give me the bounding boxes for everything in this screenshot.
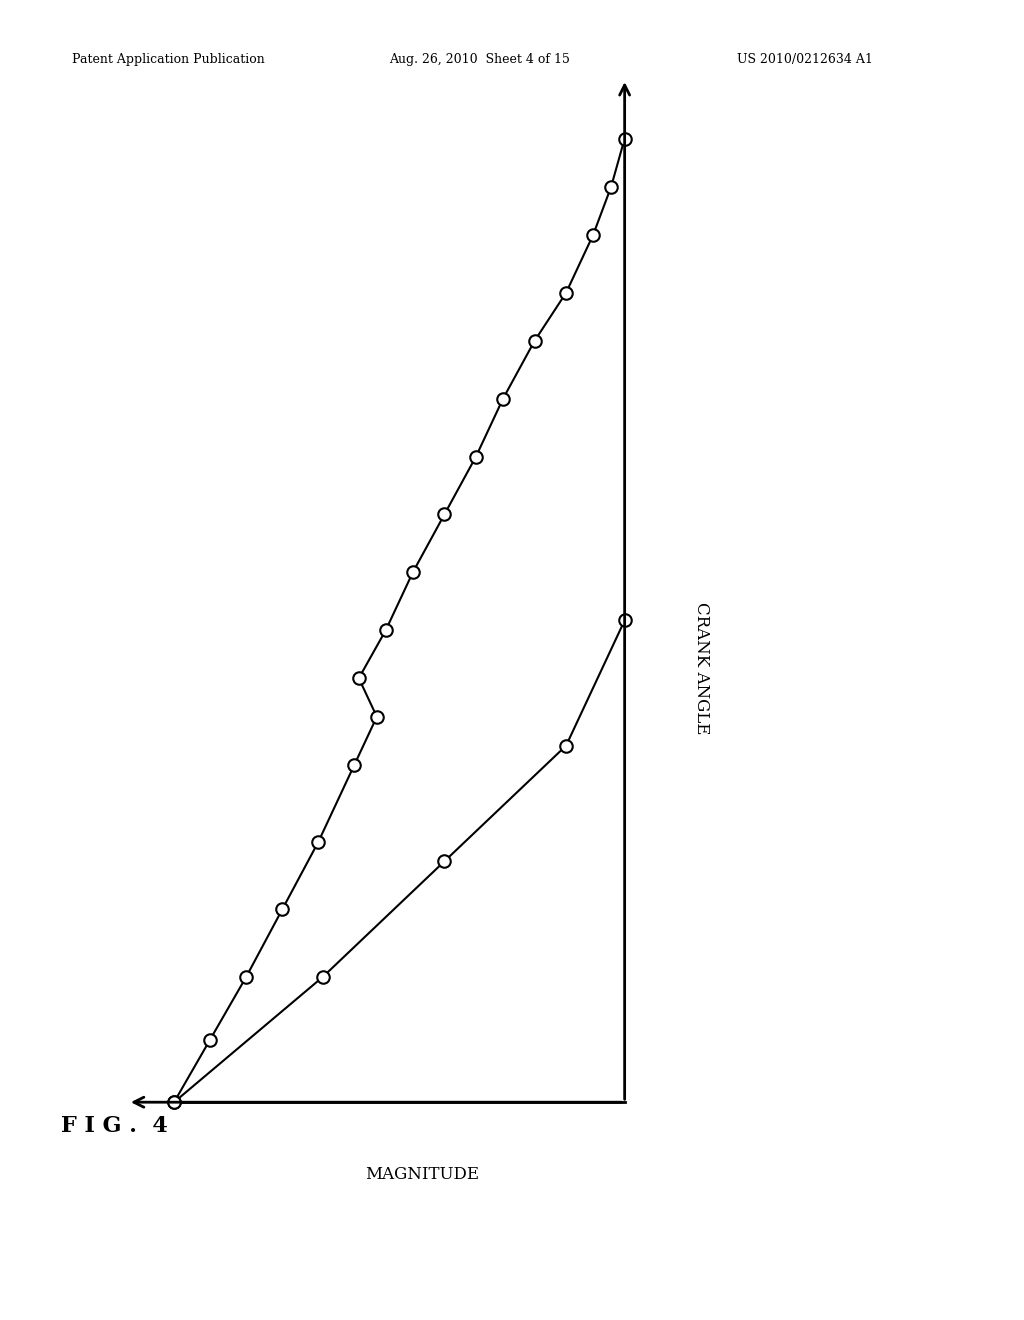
Text: F I G .  4: F I G . 4 [61,1115,168,1138]
Text: Aug. 26, 2010  Sheet 4 of 15: Aug. 26, 2010 Sheet 4 of 15 [389,53,570,66]
Text: CRANK ANGLE: CRANK ANGLE [693,602,710,735]
Text: US 2010/0212634 A1: US 2010/0212634 A1 [737,53,873,66]
Text: MAGNITUDE: MAGNITUDE [365,1167,479,1183]
Text: Patent Application Publication: Patent Application Publication [72,53,264,66]
